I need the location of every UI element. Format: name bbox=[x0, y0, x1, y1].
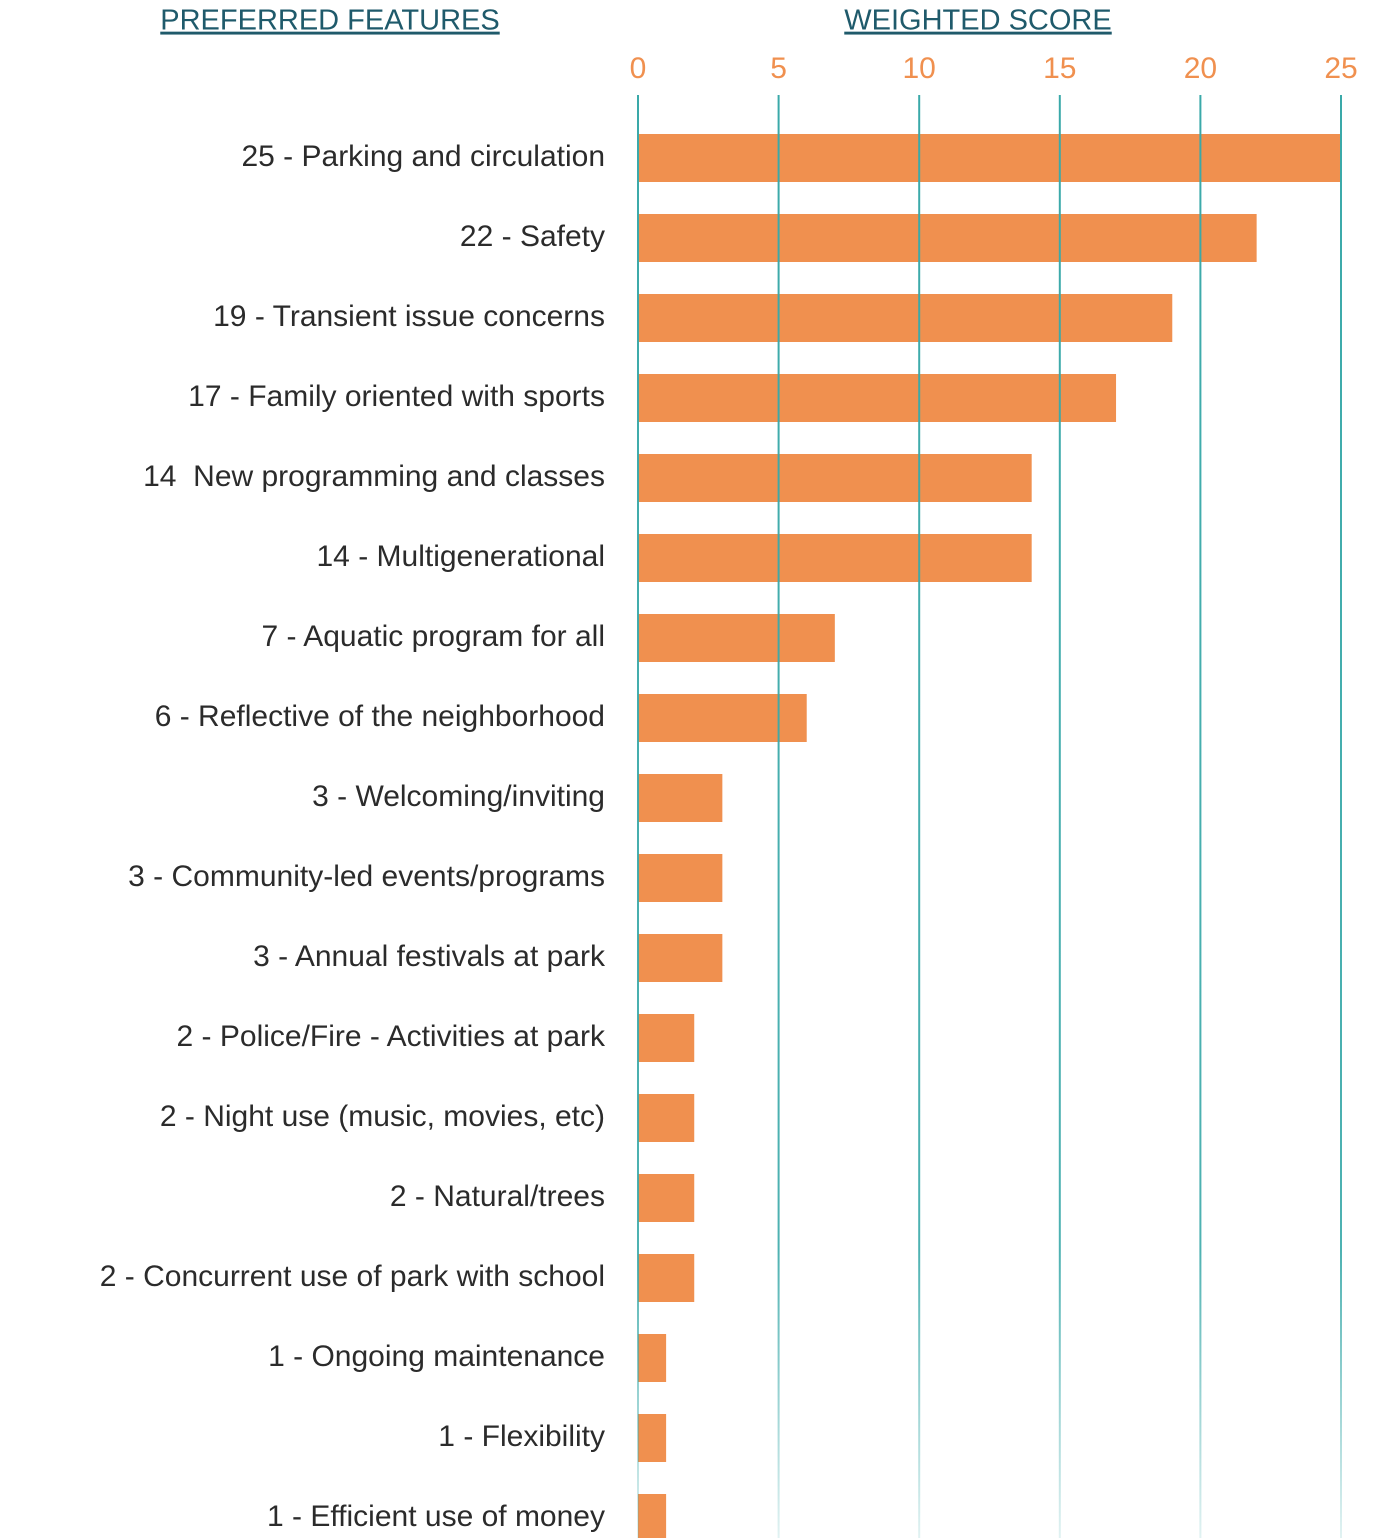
bar bbox=[638, 694, 807, 742]
bar bbox=[638, 774, 723, 822]
bar bbox=[638, 1414, 667, 1462]
category-label: 2 - Natural/trees bbox=[390, 1180, 605, 1213]
bar bbox=[638, 1494, 667, 1538]
category-label: 2 - Concurrent use of park with school bbox=[100, 1260, 605, 1293]
category-label: 22 - Safety bbox=[460, 220, 605, 253]
x-tick-label: 15 bbox=[1043, 52, 1076, 85]
bar bbox=[638, 1334, 667, 1382]
category-label: 6 - Reflective of the neighborhood bbox=[155, 700, 605, 733]
bar bbox=[638, 614, 835, 662]
bar bbox=[638, 934, 723, 982]
category-label: 3 - Annual festivals at park bbox=[253, 940, 606, 973]
bar bbox=[638, 534, 1032, 582]
category-label: 14 New programming and classes bbox=[143, 460, 605, 493]
category-label: 7 - Aquatic program for all bbox=[262, 620, 606, 653]
category-label: 2 - Night use (music, movies, etc) bbox=[160, 1100, 605, 1133]
bar bbox=[638, 294, 1173, 342]
bar bbox=[638, 454, 1032, 502]
bar bbox=[638, 1014, 695, 1062]
bar bbox=[638, 854, 723, 902]
category-label: 2 - Police/Fire - Activities at park bbox=[177, 1020, 606, 1053]
x-tick-label: 5 bbox=[770, 52, 787, 85]
category-label: 1 - Flexibility bbox=[438, 1420, 605, 1453]
bar bbox=[638, 134, 1341, 182]
bar bbox=[638, 1254, 695, 1302]
bar bbox=[638, 374, 1117, 422]
x-tick-label: 25 bbox=[1324, 52, 1357, 85]
bar bbox=[638, 214, 1257, 262]
category-axis-title: PREFERRED FEATURES bbox=[160, 5, 499, 37]
category-label: 14 - Multigenerational bbox=[316, 540, 605, 573]
category-label: 1 - Ongoing maintenance bbox=[268, 1340, 605, 1373]
x-tick-label: 10 bbox=[903, 52, 936, 85]
category-label: 19 - Transient issue concerns bbox=[213, 300, 605, 333]
category-label: 3 - Welcoming/inviting bbox=[312, 780, 605, 813]
value-axis-title: WEIGHTED SCORE bbox=[844, 5, 1111, 37]
x-tick-label: 0 bbox=[630, 52, 647, 85]
category-label: 17 - Family oriented with sports bbox=[188, 380, 605, 413]
category-label: 25 - Parking and circulation bbox=[241, 140, 605, 173]
category-label: 1 - Efficient use of money bbox=[267, 1500, 605, 1533]
x-tick-label: 20 bbox=[1184, 52, 1217, 85]
category-label: 3 - Community-led events/programs bbox=[128, 860, 605, 893]
bar bbox=[638, 1094, 695, 1142]
bar bbox=[638, 1174, 695, 1222]
